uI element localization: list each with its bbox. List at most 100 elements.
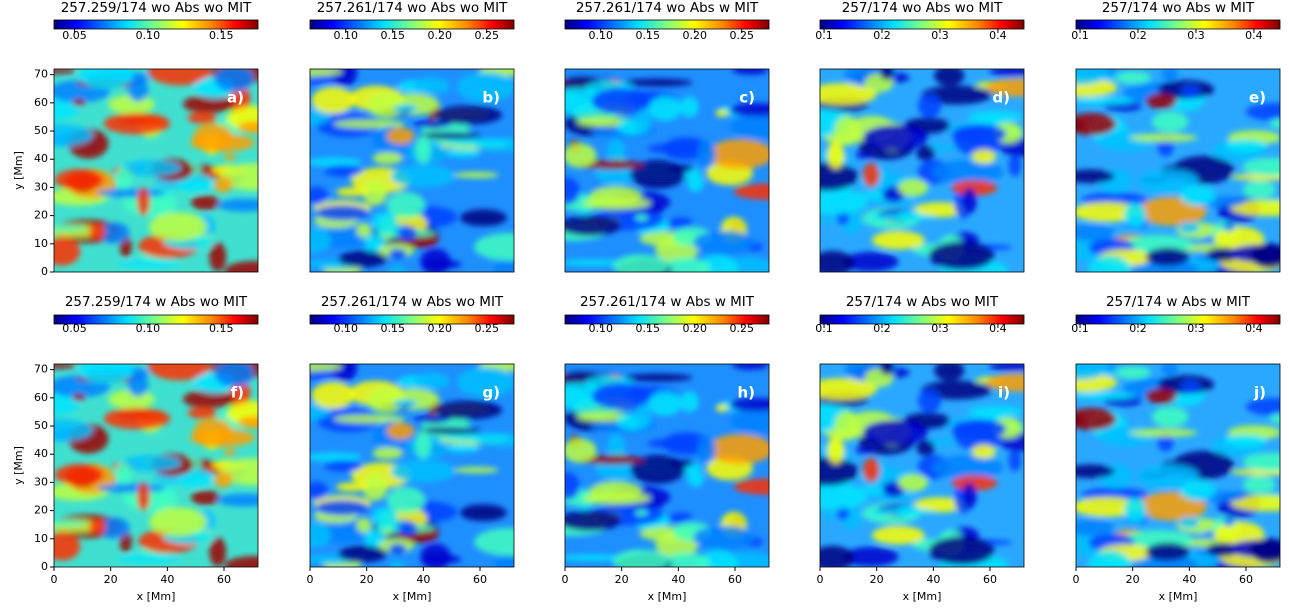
heatmap-blob bbox=[372, 152, 403, 165]
heatmap-blob bbox=[89, 223, 106, 240]
colorbar bbox=[564, 19, 770, 30]
colorbar-tick-label: 0.3 bbox=[1187, 322, 1205, 335]
heatmap-blob bbox=[697, 139, 716, 169]
heatmap-blobs bbox=[565, 69, 769, 272]
heatmap-blob bbox=[962, 482, 977, 509]
x-tick-label: 40 bbox=[926, 573, 940, 586]
colorbar-tick-label: 0.4 bbox=[989, 322, 1007, 335]
heatmap-blob bbox=[224, 556, 258, 567]
x-tick-label: 60 bbox=[473, 573, 487, 586]
heatmap-blob bbox=[1087, 255, 1131, 272]
heatmap-blob bbox=[565, 472, 580, 500]
heatmap-blob bbox=[103, 112, 171, 135]
heatmap-blob bbox=[862, 419, 928, 445]
heatmap-blob bbox=[707, 139, 769, 170]
heatmap-blob bbox=[72, 98, 86, 107]
heatmap-blob bbox=[1145, 388, 1177, 404]
heatmap-blob bbox=[72, 393, 86, 402]
heatmap-blob bbox=[1161, 364, 1178, 377]
heatmap-blob bbox=[54, 519, 87, 527]
heatmap-blob bbox=[456, 367, 514, 398]
heatmap-blob bbox=[951, 180, 998, 196]
heatmap-blob bbox=[356, 222, 372, 238]
heatmap-blob bbox=[54, 237, 81, 266]
heatmap-blob bbox=[323, 164, 363, 177]
heatmap-blob bbox=[453, 171, 499, 179]
x-tick-label: 60 bbox=[1239, 573, 1253, 586]
heatmap-blob bbox=[148, 364, 211, 381]
heatmap-blob bbox=[820, 191, 868, 215]
heatmap-blob bbox=[862, 457, 880, 483]
heatmap-blob bbox=[444, 149, 481, 158]
heatmap-blob bbox=[413, 372, 451, 390]
heatmap-blob bbox=[1245, 397, 1280, 416]
heatmap-blobs bbox=[1076, 364, 1280, 567]
colorbar-tick-label: 0.1 bbox=[815, 322, 833, 335]
colorbar-tick-label: 0.25 bbox=[729, 29, 754, 42]
heatmap-blob bbox=[310, 186, 328, 205]
heatmap-blob bbox=[565, 438, 597, 463]
heatmap-blob bbox=[190, 195, 220, 211]
heatmap-blob bbox=[338, 250, 388, 268]
heatmap-blob bbox=[962, 187, 977, 214]
heatmap-blob bbox=[913, 497, 966, 513]
colorbar bbox=[53, 314, 259, 325]
heatmap-blob bbox=[478, 69, 514, 77]
heatmap-blob bbox=[577, 160, 645, 170]
y-tick-label: 40 bbox=[34, 152, 48, 165]
heatmap-blob bbox=[820, 457, 859, 486]
colorbar-tick-label: 0.10 bbox=[136, 322, 161, 335]
heatmap-blob bbox=[54, 69, 77, 74]
heatmap-blob bbox=[362, 179, 388, 206]
heatmap-blobs bbox=[565, 364, 769, 567]
colorbar bbox=[1075, 314, 1281, 325]
panel-label: a) bbox=[227, 89, 244, 107]
colorbar-tick-label: 0.3 bbox=[931, 322, 949, 335]
frame bbox=[309, 363, 515, 568]
x-tick-label: 20 bbox=[104, 573, 118, 586]
heatmap-blob bbox=[310, 227, 332, 253]
x-tick-label: 40 bbox=[671, 573, 685, 586]
heatmap-blob bbox=[422, 554, 462, 564]
heatmap-blob bbox=[310, 481, 328, 500]
heatmap-blob bbox=[54, 168, 105, 191]
heatmap-blob bbox=[459, 504, 507, 522]
heatmap-blob bbox=[715, 404, 728, 413]
heatmap-blob bbox=[1008, 154, 1022, 177]
heatmap-blob bbox=[137, 482, 150, 511]
panel-label: d) bbox=[992, 89, 1010, 107]
heatmap-blob bbox=[190, 490, 220, 506]
heatmap-blob bbox=[623, 373, 693, 382]
heatmap-blob bbox=[473, 527, 514, 556]
heatmap-blob bbox=[89, 518, 106, 535]
heatmap-blob bbox=[820, 377, 877, 400]
x-tick-label: 0 bbox=[1073, 573, 1080, 586]
panel-label: c) bbox=[739, 89, 755, 107]
heatmap-blob bbox=[880, 69, 894, 81]
heatmap-blob bbox=[1076, 407, 1117, 431]
x-axis-label: x [Mm] bbox=[393, 590, 432, 603]
heatmap-blob bbox=[989, 69, 1024, 77]
heatmap-blob bbox=[824, 427, 863, 440]
heatmap-blob bbox=[97, 483, 166, 493]
heatmap-blob bbox=[444, 444, 481, 453]
colorbar-tick-label: 0.10 bbox=[588, 29, 613, 42]
heatmap-blob bbox=[668, 164, 694, 172]
heatmap-blob bbox=[54, 419, 94, 442]
heatmap-blob bbox=[1180, 84, 1201, 99]
colorbar-tick-label: 0.1 bbox=[1071, 29, 1089, 42]
heatmap-blob bbox=[148, 69, 211, 86]
heatmap bbox=[54, 69, 258, 272]
frame bbox=[564, 68, 770, 273]
panel-title: 257.259/174 w Abs wo MIT bbox=[65, 294, 248, 310]
heatmap-blob bbox=[862, 162, 880, 188]
panel-title: 257/174 wo Abs w MIT bbox=[1102, 0, 1255, 16]
heatmap bbox=[1076, 69, 1280, 272]
heatmap-blob bbox=[335, 482, 369, 492]
heatmap-blob bbox=[54, 364, 77, 369]
y-tick-label: 20 bbox=[34, 209, 48, 222]
x-tick-label: 60 bbox=[728, 573, 742, 586]
heatmap-blob bbox=[422, 259, 462, 269]
heatmap-blobs bbox=[820, 69, 1024, 272]
heatmap-blob bbox=[733, 183, 769, 200]
